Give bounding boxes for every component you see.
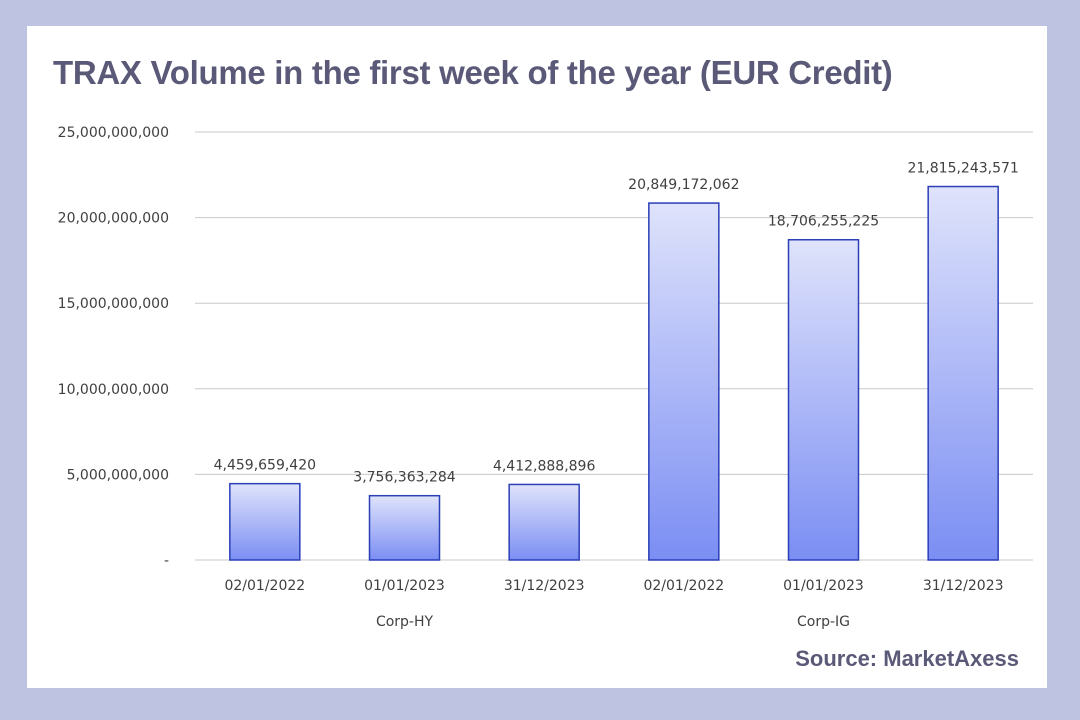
y-tick-label: 25,000,000,000 bbox=[58, 125, 169, 141]
y-axis-ticks: - 5,000,000,000 10,000,000,000 15,000,000,0… bbox=[58, 125, 169, 569]
x-tick-label: 31/12/2023 bbox=[504, 578, 585, 594]
group-label: Corp-HY bbox=[376, 614, 434, 630]
x-tick-label: 02/01/2022 bbox=[643, 578, 724, 594]
y-tick-label: - bbox=[164, 553, 169, 569]
x-axis-ticks: 02/01/2022 01/01/2023 31/12/2023 02/01/2022… bbox=[224, 578, 1003, 594]
y-tick-label: 5,000,000,000 bbox=[67, 467, 169, 483]
bar bbox=[368, 494, 441, 561]
y-tick-label: 10,000,000,000 bbox=[58, 382, 169, 398]
y-tick-label: 15,000,000,000 bbox=[58, 296, 169, 312]
data-label: 18,706,255,225 bbox=[768, 214, 879, 230]
gridlines bbox=[195, 131, 1033, 561]
data-label: 21,815,243,571 bbox=[907, 161, 1018, 177]
bar-chart: - 5,000,000,000 10,000,000,000 15,000,000,0… bbox=[58, 125, 1033, 630]
data-labels: 4,459,659,420 3,756,363,284 4,412,888,896 2… bbox=[214, 161, 1019, 486]
data-label: 3,756,363,284 bbox=[353, 470, 456, 486]
group-labels: Corp-HY Corp-IG bbox=[376, 614, 850, 630]
bar bbox=[648, 202, 720, 561]
chart-card: TRAX Volume in the first week of the yea… bbox=[27, 26, 1047, 688]
bars bbox=[229, 185, 999, 561]
x-tick-label: 02/01/2022 bbox=[224, 578, 305, 594]
x-tick-label: 01/01/2023 bbox=[364, 578, 445, 594]
data-label: 20,849,172,062 bbox=[628, 177, 739, 193]
data-label: 4,459,659,420 bbox=[214, 458, 316, 474]
data-label: 4,412,888,896 bbox=[493, 458, 596, 474]
bar bbox=[927, 185, 999, 561]
group-label: Corp-IG bbox=[797, 614, 850, 630]
x-tick-label: 31/12/2023 bbox=[923, 578, 1004, 594]
bar bbox=[508, 483, 580, 561]
chart-title: TRAX Volume in the first week of the yea… bbox=[53, 54, 893, 91]
x-tick-label: 01/01/2023 bbox=[783, 578, 864, 594]
bar bbox=[787, 238, 860, 561]
bar bbox=[229, 482, 301, 561]
y-tick-label: 20,000,000,000 bbox=[58, 211, 169, 227]
source-note: Source: MarketAxess bbox=[795, 646, 1019, 671]
